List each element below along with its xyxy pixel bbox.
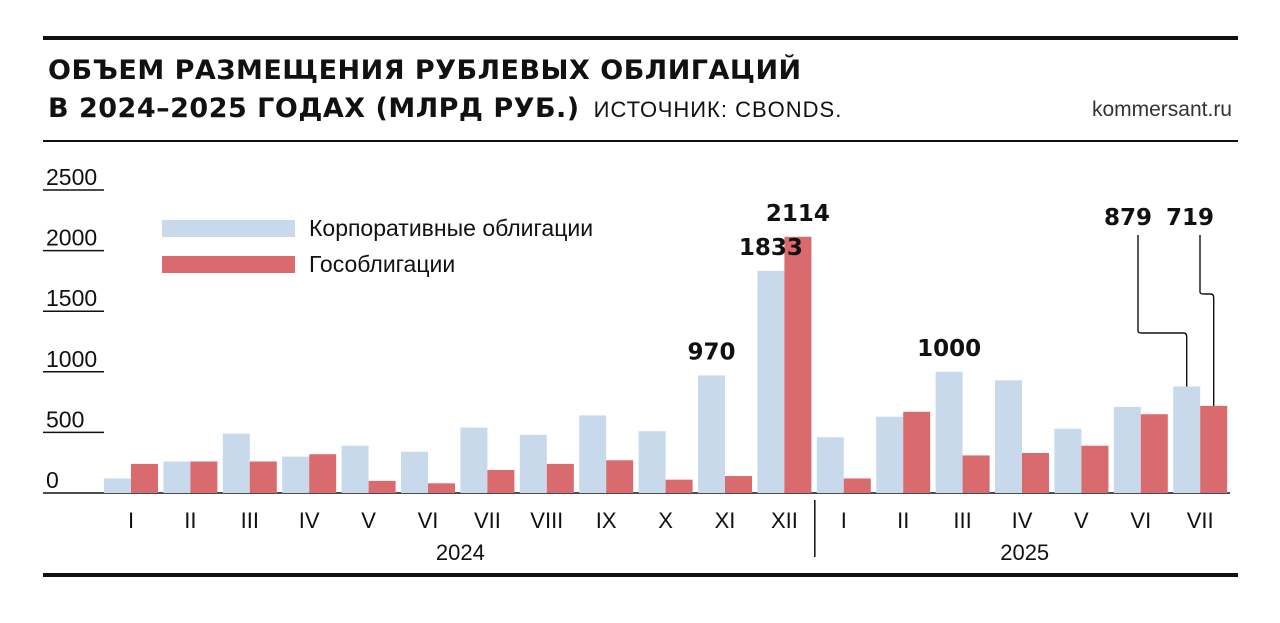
top-rule: [43, 36, 1238, 40]
y-tick-label: 1000: [46, 346, 97, 372]
legend-swatch-government: [162, 256, 295, 273]
bar-government: [725, 476, 752, 493]
bar-government: [131, 463, 158, 493]
bar-government: [249, 461, 277, 493]
x-tick-label: IV: [1012, 508, 1033, 533]
x-tick-label: VII: [1187, 508, 1214, 533]
legend-label: Гособлигации: [309, 251, 455, 277]
x-tick-label: VIII: [530, 508, 563, 533]
x-tick-label: VII: [474, 508, 501, 533]
x-tick-label: V: [1074, 508, 1089, 533]
bar-corporate: [222, 433, 250, 493]
data-label: 879: [1104, 205, 1152, 231]
data-label: 719: [1166, 205, 1214, 231]
bar-corporate: [341, 445, 369, 493]
bar-government: [1081, 445, 1109, 493]
x-tick-label: X: [658, 508, 673, 533]
x-tick-label: VI: [418, 508, 439, 533]
year-label: 2025: [1000, 540, 1049, 565]
bar-government: [1200, 405, 1228, 493]
x-tick-label: V: [361, 508, 376, 533]
bar-government: [606, 460, 634, 493]
y-tick-label: 2500: [46, 164, 97, 190]
source-note: ИСТОЧНИК: CBONDS.: [593, 97, 843, 122]
bar-corporate: [935, 371, 963, 493]
bar-corporate: [1113, 406, 1141, 493]
title-line2-text: В 2024–2025 ГОДАХ (МЛРД РУБ.): [48, 93, 580, 124]
data-label: 970: [687, 339, 735, 365]
data-label: 2114: [766, 201, 830, 227]
legend-swatch-corporate: [162, 220, 295, 237]
bar-government: [428, 483, 455, 493]
bar-government: [190, 461, 218, 493]
bar-corporate: [1173, 386, 1201, 493]
bar-government: [309, 454, 337, 493]
x-tick-label: XII: [771, 508, 798, 533]
data-label: 1833: [739, 235, 803, 261]
bar-corporate: [638, 431, 666, 493]
x-tick-label: VI: [1130, 508, 1151, 533]
x-tick-label: I: [128, 508, 134, 533]
bar-corporate: [282, 456, 310, 493]
bar-corporate: [816, 437, 844, 493]
bar-government: [843, 478, 871, 493]
x-tick-label: I: [841, 508, 847, 533]
bar-corporate: [460, 427, 488, 493]
data-label: 1000: [917, 336, 981, 362]
x-tick-label: XI: [715, 508, 736, 533]
bar-corporate: [876, 416, 904, 493]
x-tick-label: IX: [596, 508, 617, 533]
bar-government: [487, 469, 515, 493]
x-tick-label: IV: [299, 508, 320, 533]
bar-corporate: [104, 478, 131, 493]
x-tick-label: II: [897, 508, 909, 533]
bar-corporate: [698, 375, 725, 493]
bar-government: [1140, 414, 1168, 493]
bar-corporate: [163, 461, 191, 493]
y-tick-label: 2000: [46, 225, 97, 251]
bar-corporate: [995, 380, 1022, 493]
bar-government: [546, 463, 574, 493]
bar-government: [784, 236, 812, 493]
leader-line: [1199, 235, 1215, 406]
site-credit: kommersant.ru: [1091, 98, 1232, 121]
bar-government: [665, 479, 693, 493]
bar-government: [903, 411, 931, 493]
year-label: 2024: [436, 540, 485, 565]
y-tick-label: 1500: [46, 285, 97, 311]
bar-corporate: [1054, 428, 1082, 493]
x-tick-label: III: [241, 508, 259, 533]
bar-government: [368, 480, 396, 493]
bar-government: [1022, 453, 1049, 493]
x-tick-label: II: [184, 508, 196, 533]
chart-title-line1: ОБЪЕМ РАЗМЕЩЕНИЯ РУБЛЕВЫХ ОБЛИГАЦИЙ: [48, 54, 802, 88]
bar-corporate: [401, 451, 428, 493]
chart-title-line2: В 2024–2025 ГОДАХ (МЛРД РУБ.) ИСТОЧНИК: C…: [48, 92, 842, 127]
bottom-rule: [43, 573, 1238, 577]
bar-government: [962, 455, 990, 493]
legend-label: Корпоративные облигации: [309, 215, 593, 241]
x-tick-label: III: [953, 508, 971, 533]
y-tick-label: 0: [46, 467, 59, 493]
bar-corporate: [519, 434, 547, 493]
bar-corporate: [579, 415, 607, 493]
y-tick-label: 500: [46, 406, 84, 432]
bar-corporate: [757, 270, 785, 493]
header-rule: [43, 140, 1238, 142]
leader-line: [1137, 235, 1188, 387]
title-line1-text: ОБЪЕМ РАЗМЕЩЕНИЯ РУБЛЕВЫХ ОБЛИГАЦИЙ: [48, 55, 802, 86]
